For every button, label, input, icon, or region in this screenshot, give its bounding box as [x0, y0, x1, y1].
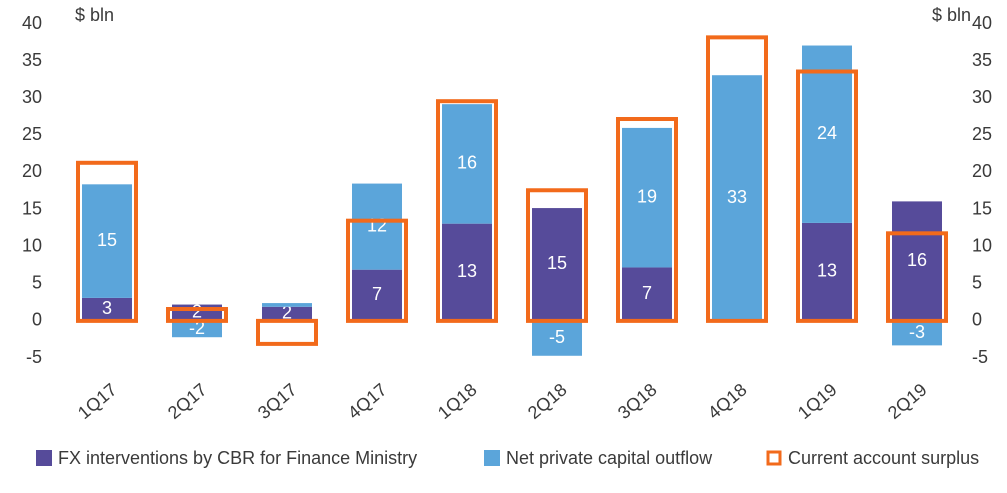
data-label: 16 — [907, 250, 927, 270]
bar-segment — [622, 127, 672, 268]
y-tick-label: 15 — [22, 198, 42, 218]
y2-tick-label: 40 — [972, 13, 992, 33]
y2-tick-label: 20 — [972, 161, 992, 181]
data-label: -5 — [549, 327, 565, 347]
bar-segment — [802, 222, 852, 321]
data-label: 2 — [282, 303, 292, 323]
y-tick-label: -5 — [26, 347, 42, 367]
legend-label: Net private capital outflow — [506, 448, 713, 468]
bar-segment — [892, 320, 942, 346]
legend-swatch — [484, 450, 500, 466]
data-label: 15 — [97, 230, 117, 250]
bar-segment — [892, 201, 942, 321]
x-tick-label: 1Q18 — [434, 379, 481, 423]
current-account-outline — [526, 188, 588, 323]
bar-segment — [532, 320, 582, 356]
y-axis-label: $ bln — [75, 5, 114, 25]
y-tick-label: 30 — [22, 87, 42, 107]
bar-segment — [622, 267, 672, 321]
legend-swatch — [36, 450, 52, 466]
x-tick-label: 3Q17 — [254, 379, 301, 423]
current-account-outline — [256, 318, 318, 346]
x-tick-label: 2Q19 — [884, 379, 931, 423]
y2-tick-label: 5 — [972, 273, 982, 293]
bar-segment — [712, 75, 762, 321]
bar-segment — [802, 45, 852, 223]
bar-segment — [352, 183, 402, 270]
y-tick-label: 10 — [22, 235, 42, 255]
data-label: 2 — [192, 301, 202, 321]
x-tick-label: 3Q18 — [614, 379, 661, 423]
current-account-outline — [796, 69, 858, 323]
data-label: 33 — [727, 187, 747, 207]
data-label: 13 — [457, 261, 477, 281]
x-tick-label: 4Q18 — [704, 379, 751, 423]
current-account-outline — [346, 218, 408, 323]
data-label: 7 — [372, 284, 382, 304]
y2-tick-label: 10 — [972, 235, 992, 255]
x-tick-label: 1Q17 — [74, 379, 121, 423]
bar-segment — [262, 306, 312, 321]
bar-segment — [352, 269, 402, 321]
data-label: 15 — [547, 253, 567, 273]
y2-tick-label: 30 — [972, 87, 992, 107]
data-label: 19 — [637, 186, 657, 206]
current-account-outline — [886, 231, 948, 323]
current-account-outline — [166, 307, 228, 323]
y2-tick-label: -5 — [972, 347, 988, 367]
data-label: -3 — [909, 322, 925, 342]
data-label: 24 — [817, 123, 837, 143]
x-tick-label: 2Q17 — [164, 379, 211, 423]
y2-tick-label: 35 — [972, 50, 992, 70]
y-tick-label: 40 — [22, 13, 42, 33]
y2-tick-label: 0 — [972, 310, 982, 330]
legend-label: FX interventions by CBR for Finance Mini… — [58, 448, 417, 468]
data-label: 13 — [817, 261, 837, 281]
y2-tick-label: 25 — [972, 124, 992, 144]
current-account-outline — [76, 160, 138, 323]
bar-segment — [82, 297, 132, 321]
y-tick-label: 0 — [32, 310, 42, 330]
data-label: 16 — [457, 153, 477, 173]
y-tick-label: 25 — [22, 124, 42, 144]
data-label: 7 — [642, 283, 652, 303]
bar-segment — [82, 184, 132, 298]
current-account-outline — [706, 35, 768, 323]
x-tick-label: 4Q17 — [344, 379, 391, 423]
bar-segment — [262, 303, 312, 307]
legend-label: Current account surplus — [788, 448, 979, 468]
x-tick-label: 1Q19 — [794, 379, 841, 423]
current-account-outline — [436, 99, 498, 323]
x-tick-label: 2Q18 — [524, 379, 571, 423]
y-tick-label: 20 — [22, 161, 42, 181]
bar-segment — [532, 208, 582, 321]
bar-segment — [442, 104, 492, 224]
current-account-outline — [616, 117, 678, 323]
bar-segment — [442, 223, 492, 321]
data-label: 12 — [367, 215, 387, 235]
y-tick-label: 35 — [22, 50, 42, 70]
legend-swatch — [766, 450, 782, 466]
bar-segment — [172, 320, 222, 338]
y2-axis-label: $ bln — [932, 5, 971, 25]
data-label: 3 — [102, 298, 112, 318]
y-tick-label: 5 — [32, 273, 42, 293]
y2-tick-label: 15 — [972, 198, 992, 218]
